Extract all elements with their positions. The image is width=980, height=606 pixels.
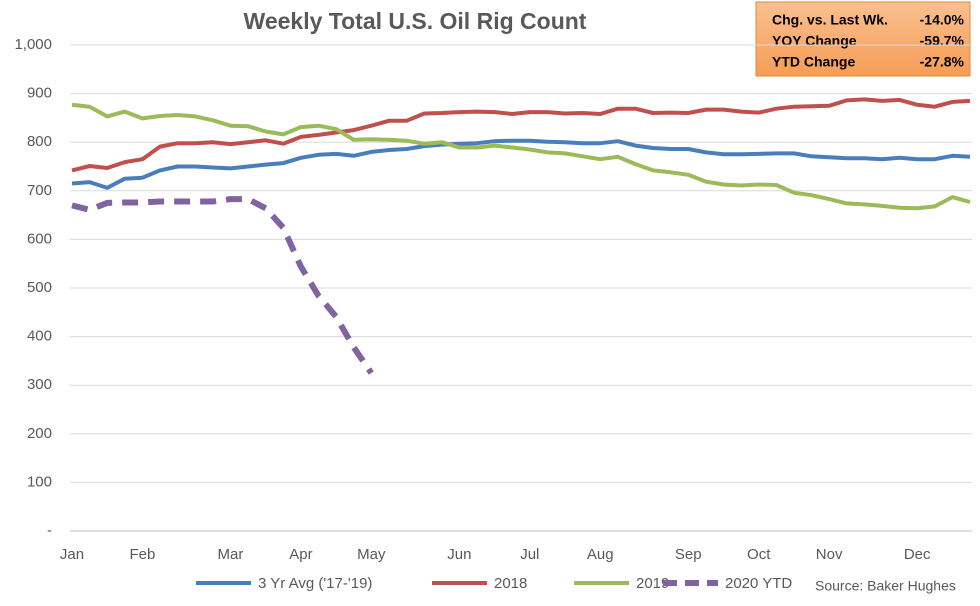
x-tick-label: Jun bbox=[447, 546, 471, 563]
series-line bbox=[71, 97, 971, 173]
x-tick-label: Jan bbox=[60, 546, 84, 563]
y-tick-label: 600 bbox=[27, 230, 52, 247]
y-tick-label: - bbox=[47, 522, 52, 539]
y-tick-label: 300 bbox=[27, 376, 52, 393]
y-tick-label: 100 bbox=[27, 473, 52, 490]
x-tick-label: Nov bbox=[816, 546, 843, 563]
legend-label: 2020 YTD bbox=[725, 575, 792, 592]
y-tick-label: 200 bbox=[27, 425, 52, 442]
x-tick-label: Feb bbox=[130, 546, 156, 563]
x-tick-label: Jul bbox=[520, 546, 539, 563]
series-line bbox=[71, 138, 971, 190]
summary-label: YTD Change bbox=[772, 54, 855, 70]
summary-label: YOY Change bbox=[772, 33, 857, 49]
x-tick-label: Aug bbox=[587, 546, 614, 563]
legend-label: 2019 bbox=[636, 575, 669, 592]
y-tick-label: 400 bbox=[27, 328, 52, 345]
summary-box bbox=[755, 1, 971, 77]
x-tick-label: May bbox=[357, 546, 386, 563]
y-tick-label: 700 bbox=[27, 182, 52, 199]
summary-value: -59.7% bbox=[920, 33, 965, 49]
y-tick-label: 500 bbox=[27, 279, 52, 296]
x-tick-label: Mar bbox=[218, 546, 244, 563]
x-tick-label: Dec bbox=[904, 546, 931, 563]
x-tick-label: Sep bbox=[675, 546, 702, 563]
series-line bbox=[71, 102, 971, 211]
x-tick-label: Oct bbox=[747, 546, 771, 563]
legend-label: 3 Yr Avg ('17-'19) bbox=[258, 575, 372, 592]
summary-label: Chg. vs. Last Wk. bbox=[772, 12, 888, 28]
summary-value: -27.8% bbox=[920, 54, 965, 70]
summary-value: -14.0% bbox=[920, 12, 965, 28]
legend-label: 2018 bbox=[494, 575, 527, 592]
y-tick-label: 900 bbox=[27, 85, 52, 102]
source: Source: Baker Hughes bbox=[815, 578, 956, 594]
x-tick-label: Apr bbox=[289, 546, 312, 563]
chart-title: Weekly Total U.S. Oil Rig Count bbox=[244, 8, 587, 34]
y-tick-label: 800 bbox=[27, 133, 52, 150]
y-tick-label: 1,000 bbox=[14, 36, 52, 53]
